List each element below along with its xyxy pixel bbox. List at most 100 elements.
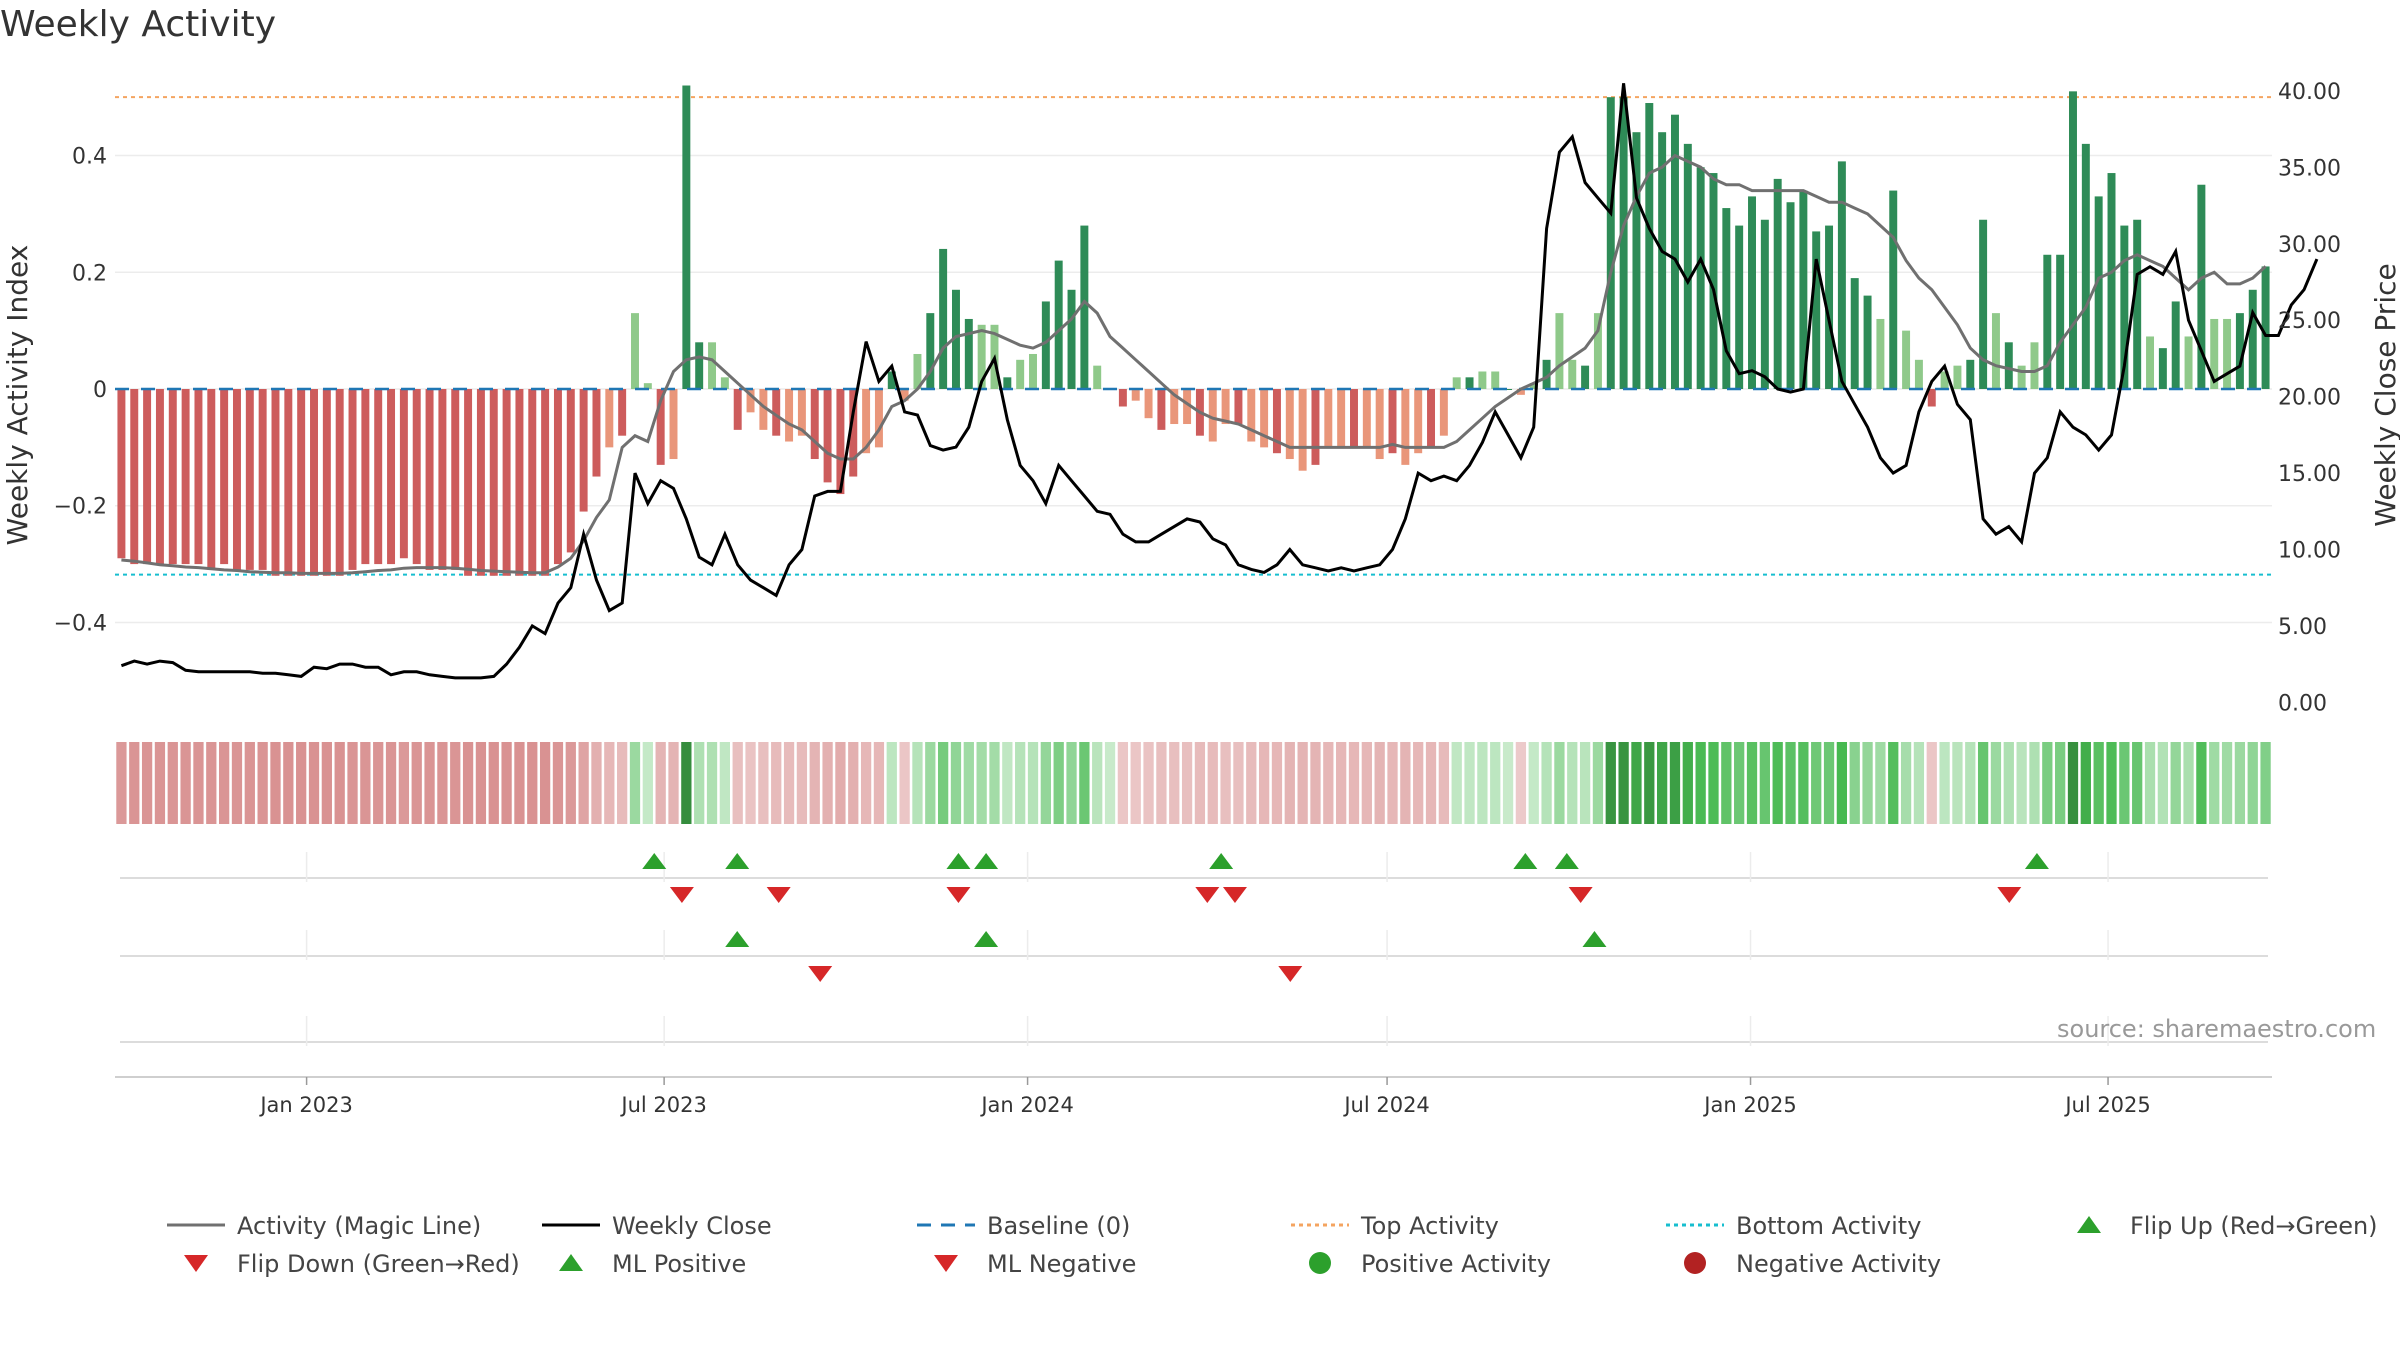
flip-down-marker bbox=[669, 887, 694, 903]
activity-bar bbox=[541, 389, 550, 576]
heat-cell bbox=[1528, 742, 1539, 824]
heat-cell bbox=[2067, 742, 2079, 824]
ml-negative-marker bbox=[808, 966, 833, 982]
activity-bar bbox=[1221, 389, 1230, 425]
activity-bar bbox=[964, 318, 973, 389]
heat-cell bbox=[1605, 742, 1616, 824]
activity-bar bbox=[528, 389, 537, 576]
heat-cell bbox=[488, 742, 499, 824]
heat-cell bbox=[218, 742, 230, 824]
activity-bar bbox=[232, 389, 241, 570]
activity-bar bbox=[926, 313, 935, 389]
heat-cell bbox=[308, 742, 320, 824]
y-tick-label: −0.2 bbox=[54, 495, 107, 520]
activity-bar bbox=[592, 389, 601, 477]
heat-cell bbox=[2234, 742, 2246, 824]
activity-bar bbox=[155, 389, 164, 565]
heat-cell bbox=[270, 742, 281, 824]
activity-bar bbox=[2197, 184, 2206, 389]
flip-down-marker bbox=[1195, 887, 1220, 903]
heat-cell bbox=[668, 742, 679, 824]
heat-cell bbox=[539, 742, 551, 824]
activity-bar bbox=[695, 342, 704, 389]
activity-bar bbox=[1645, 103, 1654, 389]
heat-cell bbox=[1310, 742, 1321, 824]
activity-bar bbox=[489, 389, 498, 576]
heat-cell bbox=[1297, 742, 1308, 824]
activity-bar bbox=[1979, 219, 1988, 389]
heat-cell bbox=[116, 742, 127, 824]
heat-cell bbox=[437, 742, 448, 824]
heat-cell bbox=[2196, 742, 2207, 824]
activity-bar bbox=[1632, 132, 1641, 389]
heat-cell bbox=[1117, 742, 1129, 824]
heat-cell bbox=[1823, 742, 1835, 824]
activity-magic-line bbox=[121, 153, 2267, 575]
heat-cell bbox=[1862, 742, 1873, 824]
activity-bar bbox=[399, 389, 408, 559]
heat-cell bbox=[129, 742, 140, 824]
heat-cell bbox=[347, 742, 358, 824]
legend-item: Activity (Magic Line) bbox=[167, 1212, 481, 1240]
x-axis: Jan 2023 Jul 2023 Jan 2024 Jul 2024 Jan 2025… bbox=[115, 1076, 2272, 1117]
heat-cell bbox=[206, 742, 217, 824]
activity-bar bbox=[2261, 266, 2270, 389]
heat-cell bbox=[501, 742, 512, 824]
activity-bar bbox=[1067, 289, 1076, 389]
heat-cell bbox=[1811, 742, 1822, 824]
activity-bar bbox=[1170, 389, 1179, 425]
activity-bar bbox=[1696, 167, 1705, 389]
activity-bar bbox=[2017, 365, 2026, 389]
heat-cell bbox=[604, 742, 615, 824]
activity-bar bbox=[425, 389, 434, 570]
heat-cell bbox=[642, 742, 653, 824]
heat-cell bbox=[1644, 742, 1655, 824]
y2-tick-label: 10.00 bbox=[2278, 539, 2341, 564]
heat-cell bbox=[694, 742, 705, 824]
heat-cell bbox=[2221, 742, 2233, 824]
heat-cell bbox=[257, 742, 268, 824]
heat-cell bbox=[2080, 742, 2091, 824]
legend-item: ML Negative bbox=[934, 1250, 1136, 1278]
weekly-close-line bbox=[120, 83, 2319, 680]
activity-bar bbox=[412, 389, 421, 565]
activity-bars bbox=[117, 85, 2270, 576]
activity-bar bbox=[515, 389, 524, 576]
legend-swatch bbox=[559, 1254, 583, 1271]
y2-tick-label: 0.00 bbox=[2278, 691, 2327, 716]
heat-cell bbox=[1040, 742, 1051, 824]
heat-cell bbox=[591, 742, 602, 824]
activity-bar bbox=[1555, 313, 1564, 389]
activity-bar bbox=[374, 389, 383, 565]
flip-down-marker bbox=[766, 887, 791, 903]
activity-bar bbox=[1825, 225, 1834, 389]
legend-item: Bottom Activity bbox=[1666, 1212, 1921, 1240]
heat-cell bbox=[1682, 742, 1693, 824]
heat-cell bbox=[1323, 742, 1334, 824]
heat-cell bbox=[758, 742, 769, 824]
activity-bar bbox=[759, 389, 768, 430]
activity-bar bbox=[2210, 318, 2219, 389]
activity-bar bbox=[1799, 190, 1808, 389]
y2-tick-label: 5.00 bbox=[2278, 615, 2327, 640]
heat-cell bbox=[655, 742, 666, 824]
activity-bar bbox=[207, 389, 216, 570]
activity-bar bbox=[682, 85, 691, 389]
heat-cell bbox=[1490, 742, 1501, 824]
heat-cell bbox=[1169, 742, 1180, 824]
heat-cell bbox=[1181, 742, 1193, 824]
heat-cell bbox=[475, 742, 487, 824]
heat-cell bbox=[2183, 742, 2194, 824]
heat-cell bbox=[835, 742, 846, 824]
heat-cell bbox=[552, 742, 564, 824]
legend-swatch bbox=[934, 1255, 958, 1272]
heat-cell bbox=[1066, 742, 1077, 824]
activity-bar bbox=[1362, 389, 1371, 448]
heat-cell bbox=[2119, 742, 2130, 824]
activity-bar bbox=[1247, 389, 1256, 442]
activity-bar bbox=[1786, 202, 1795, 389]
activity-bar bbox=[1709, 173, 1718, 389]
activity-bar bbox=[1529, 383, 1538, 389]
legend-label: Top Activity bbox=[1360, 1212, 1499, 1240]
flip-down-marker bbox=[1997, 887, 2022, 903]
